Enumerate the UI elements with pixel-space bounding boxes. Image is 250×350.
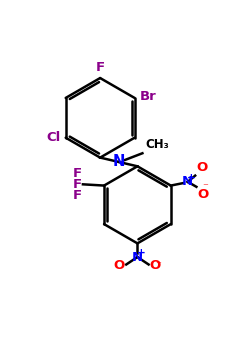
Text: O: O (114, 259, 125, 272)
Text: F: F (96, 61, 105, 74)
Text: F: F (72, 189, 82, 202)
Text: N: N (132, 251, 143, 264)
Text: CH₃: CH₃ (145, 138, 169, 151)
Text: ⁻: ⁻ (202, 183, 208, 193)
Text: +: + (187, 173, 196, 183)
Text: Cl: Cl (46, 131, 61, 144)
Text: Br: Br (140, 90, 156, 103)
Text: O: O (150, 259, 161, 272)
Text: F: F (72, 167, 82, 180)
Text: F: F (72, 178, 82, 191)
Text: N: N (182, 175, 193, 188)
Text: N: N (112, 154, 125, 169)
Text: ⁻: ⁻ (155, 260, 161, 270)
Text: +: + (137, 248, 145, 258)
Text: O: O (196, 161, 208, 174)
Text: O: O (198, 188, 209, 201)
